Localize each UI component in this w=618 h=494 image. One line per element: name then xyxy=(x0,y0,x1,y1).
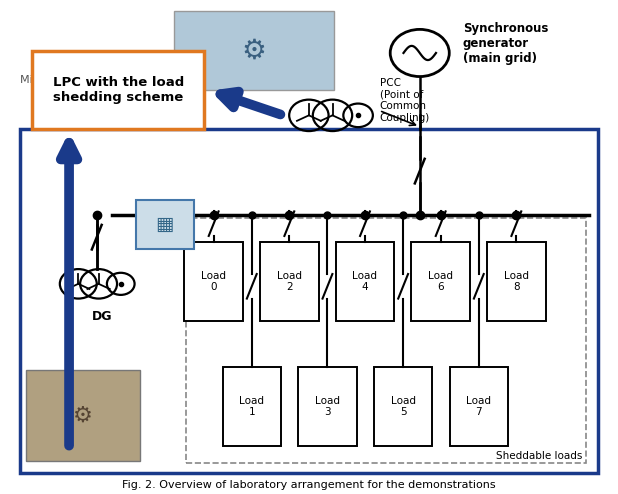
FancyBboxPatch shape xyxy=(26,370,140,461)
Text: Load
4: Load 4 xyxy=(352,271,378,292)
Text: Sheddable loads: Sheddable loads xyxy=(496,451,583,461)
Text: Synchronous
generator
(main grid): Synchronous generator (main grid) xyxy=(463,22,548,65)
Text: Load
5: Load 5 xyxy=(391,396,416,417)
FancyBboxPatch shape xyxy=(449,368,508,446)
FancyBboxPatch shape xyxy=(135,201,194,249)
FancyBboxPatch shape xyxy=(487,242,546,321)
Text: PCC
(Point of
Common
Coupling): PCC (Point of Common Coupling) xyxy=(379,78,430,123)
Text: Load
3: Load 3 xyxy=(315,396,340,417)
FancyBboxPatch shape xyxy=(184,242,243,321)
Text: Load
7: Load 7 xyxy=(467,396,491,417)
Text: Load
6: Load 6 xyxy=(428,271,453,292)
FancyBboxPatch shape xyxy=(174,11,334,90)
FancyBboxPatch shape xyxy=(32,50,205,129)
FancyBboxPatch shape xyxy=(374,368,433,446)
FancyBboxPatch shape xyxy=(222,368,281,446)
Text: ⚙: ⚙ xyxy=(73,405,93,425)
Text: Load
0: Load 0 xyxy=(201,271,226,292)
Text: Load
2: Load 2 xyxy=(277,271,302,292)
FancyBboxPatch shape xyxy=(260,242,318,321)
FancyBboxPatch shape xyxy=(336,242,394,321)
Text: Microgrid boundary: Microgrid boundary xyxy=(20,75,129,85)
Text: ▦: ▦ xyxy=(156,215,174,234)
Text: DG: DG xyxy=(92,310,112,323)
Text: ⚙: ⚙ xyxy=(241,37,266,65)
Text: Fig. 2. Overview of laboratory arrangement for the demonstrations: Fig. 2. Overview of laboratory arrangeme… xyxy=(122,480,496,490)
Text: LPC with the load
shedding scheme: LPC with the load shedding scheme xyxy=(53,76,184,104)
FancyBboxPatch shape xyxy=(412,242,470,321)
FancyBboxPatch shape xyxy=(298,368,357,446)
Text: Load
1: Load 1 xyxy=(239,396,265,417)
Text: Load
8: Load 8 xyxy=(504,271,529,292)
